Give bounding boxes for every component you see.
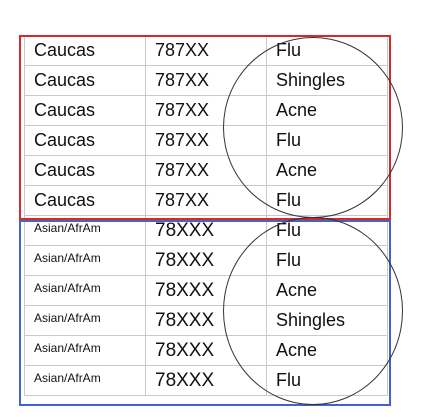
table-row: Asian/AfrAm 78XXX Shingles	[24, 305, 388, 336]
race-cell: Caucas	[24, 185, 146, 216]
table-row: Caucas 787XX Flu	[24, 35, 388, 66]
disease-cell: Flu	[266, 125, 388, 156]
race-cell: Asian/AfrAm	[24, 245, 146, 276]
race-cell: Asian/AfrAm	[24, 275, 146, 306]
zip-cell: 787XX	[145, 125, 267, 156]
table-row: Asian/AfrAm 78XXX Flu	[24, 215, 388, 246]
zip-cell: 78XXX	[145, 365, 267, 396]
zip-cell: 78XXX	[145, 335, 267, 366]
race-cell: Asian/AfrAm	[24, 365, 146, 396]
disease-cell: Flu	[266, 365, 388, 396]
zip-cell: 78XXX	[145, 215, 267, 246]
zip-cell: 787XX	[145, 35, 267, 66]
table-body: Caucas 787XX Flu Caucas 787XX Shingles Caucas 7…	[24, 35, 388, 396]
disease-cell: Acne	[266, 335, 388, 366]
disease-cell: Acne	[266, 275, 388, 306]
table-row: Caucas 787XX Acne	[24, 95, 388, 126]
zip-cell: 78XXX	[145, 275, 267, 306]
disease-cell: Flu	[266, 35, 388, 66]
table-row: Caucas 787XX Flu	[24, 185, 388, 216]
table-row: Asian/AfrAm 78XXX Flu	[24, 245, 388, 276]
race-cell: Caucas	[24, 95, 146, 126]
zip-cell: 787XX	[145, 95, 267, 126]
table-row: Asian/AfrAm 78XXX Flu	[24, 365, 388, 396]
race-cell: Caucas	[24, 155, 146, 186]
disease-cell: Flu	[266, 215, 388, 246]
disease-cell: Acne	[266, 155, 388, 186]
zip-cell: 787XX	[145, 65, 267, 96]
zip-cell: 78XXX	[145, 305, 267, 336]
table-row: Caucas 787XX Shingles	[24, 65, 388, 96]
race-cell: Caucas	[24, 35, 146, 66]
zip-cell: 78XXX	[145, 245, 267, 276]
table-row: Caucas 787XX Acne	[24, 155, 388, 186]
race-cell: Caucas	[24, 65, 146, 96]
disease-cell: Acne	[266, 95, 388, 126]
table-row: Asian/AfrAm 78XXX Acne	[24, 335, 388, 366]
race-cell: Caucas	[24, 125, 146, 156]
disease-cell: Flu	[266, 245, 388, 276]
zip-cell: 787XX	[145, 155, 267, 186]
disease-cell: Shingles	[266, 305, 388, 336]
zip-cell: 787XX	[145, 185, 267, 216]
race-cell: Asian/AfrAm	[24, 215, 146, 246]
race-cell: Asian/AfrAm	[24, 335, 146, 366]
patient-records-table: Caucas 787XX Flu Caucas 787XX Shingles Caucas 7…	[24, 35, 388, 396]
race-cell: Asian/AfrAm	[24, 305, 146, 336]
disease-cell: Shingles	[266, 65, 388, 96]
disease-cell: Flu	[266, 185, 388, 216]
table-row: Asian/AfrAm 78XXX Acne	[24, 275, 388, 306]
table-row: Caucas 787XX Flu	[24, 125, 388, 156]
